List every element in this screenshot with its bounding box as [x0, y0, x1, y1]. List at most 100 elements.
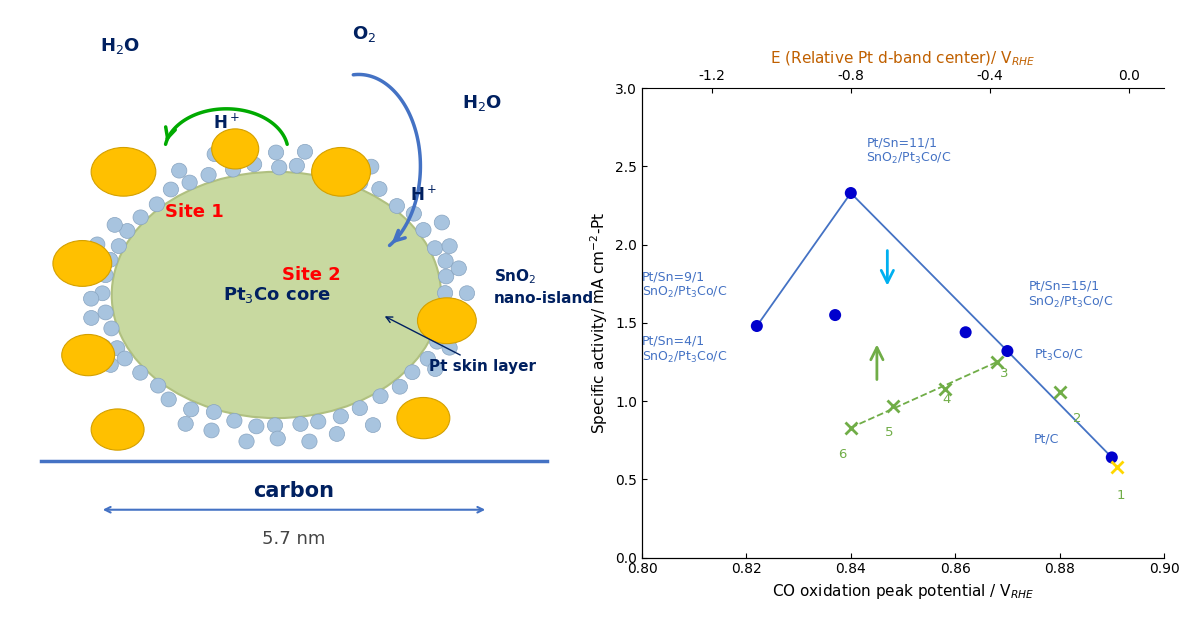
Circle shape: [289, 158, 305, 173]
Text: 6: 6: [838, 448, 846, 461]
Circle shape: [118, 351, 132, 366]
Circle shape: [182, 175, 197, 190]
Circle shape: [373, 389, 388, 404]
Circle shape: [271, 160, 287, 175]
Circle shape: [450, 312, 466, 328]
Circle shape: [365, 418, 380, 433]
Text: Pt/Sn=4/1
SnO$_2$/Pt$_3$Co/C: Pt/Sn=4/1 SnO$_2$/Pt$_3$Co/C: [642, 335, 727, 365]
Circle shape: [112, 239, 126, 253]
Circle shape: [364, 159, 379, 174]
Ellipse shape: [91, 147, 156, 196]
Text: H$^+$: H$^+$: [212, 113, 240, 133]
Text: 3: 3: [1000, 367, 1008, 380]
Circle shape: [226, 162, 241, 177]
Circle shape: [389, 198, 404, 214]
Circle shape: [227, 413, 242, 428]
Point: [997, 346, 1016, 356]
Point: [748, 321, 767, 331]
Text: Pt$_3$Co/C: Pt$_3$Co/C: [1033, 348, 1082, 363]
Ellipse shape: [312, 147, 371, 196]
Text: 4: 4: [942, 393, 950, 406]
Point: [826, 310, 845, 320]
Point: [841, 188, 860, 198]
Text: Pt$_3$Co core: Pt$_3$Co core: [222, 285, 330, 305]
Text: 2: 2: [1073, 412, 1081, 425]
Circle shape: [451, 261, 467, 276]
Circle shape: [438, 269, 454, 284]
Circle shape: [200, 168, 216, 182]
Circle shape: [96, 340, 112, 354]
Circle shape: [84, 311, 98, 325]
Text: H$^+$: H$^+$: [410, 185, 437, 204]
Circle shape: [427, 241, 443, 256]
Text: Pt/C: Pt/C: [1033, 432, 1058, 445]
Text: SnO$_2$
nano-island: SnO$_2$ nano-island: [494, 267, 594, 306]
Circle shape: [406, 206, 421, 221]
Circle shape: [268, 418, 283, 433]
Circle shape: [102, 253, 118, 267]
Circle shape: [270, 431, 286, 446]
Circle shape: [430, 335, 445, 349]
Circle shape: [442, 239, 457, 254]
Circle shape: [427, 362, 443, 377]
Text: carbon: carbon: [253, 481, 335, 501]
Text: Site 2: Site 2: [282, 266, 341, 284]
Text: Pt/Sn=9/1
SnO$_2$/Pt$_3$Co/C: Pt/Sn=9/1 SnO$_2$/Pt$_3$Co/C: [642, 270, 727, 301]
Circle shape: [293, 416, 308, 432]
Circle shape: [172, 163, 187, 178]
Circle shape: [184, 402, 199, 417]
Ellipse shape: [53, 241, 112, 287]
Text: O$_2$: O$_2$: [353, 25, 377, 44]
Circle shape: [337, 171, 353, 186]
Circle shape: [104, 321, 119, 336]
Circle shape: [206, 404, 222, 420]
Ellipse shape: [112, 172, 442, 418]
Circle shape: [353, 401, 367, 416]
Circle shape: [246, 157, 262, 172]
Circle shape: [460, 286, 475, 301]
Circle shape: [80, 260, 96, 275]
Y-axis label: Specific activity/ mA cm$^{-2}$-Pt: Specific activity/ mA cm$^{-2}$-Pt: [588, 212, 610, 434]
Text: Pt/Sn=15/1
SnO$_2$/Pt$_3$Co/C: Pt/Sn=15/1 SnO$_2$/Pt$_3$Co/C: [1028, 280, 1114, 310]
Circle shape: [133, 210, 149, 225]
Circle shape: [109, 341, 125, 355]
Circle shape: [329, 427, 344, 442]
Ellipse shape: [211, 129, 259, 169]
Point: [956, 327, 976, 337]
Circle shape: [301, 434, 317, 449]
Circle shape: [334, 409, 348, 424]
Circle shape: [314, 159, 329, 174]
Text: Site 1: Site 1: [164, 203, 223, 221]
Ellipse shape: [418, 298, 476, 343]
Circle shape: [415, 222, 431, 238]
Text: 5: 5: [884, 426, 893, 439]
Text: 1: 1: [1117, 489, 1126, 501]
Circle shape: [372, 181, 388, 197]
Circle shape: [84, 291, 98, 306]
Circle shape: [161, 392, 176, 407]
Circle shape: [392, 379, 408, 394]
Circle shape: [103, 357, 119, 372]
Circle shape: [434, 215, 450, 230]
X-axis label: E (Relative Pt d-band center)/ V$_{RHE}$: E (Relative Pt d-band center)/ V$_{RHE}$: [770, 50, 1036, 69]
Circle shape: [107, 217, 122, 232]
Circle shape: [120, 224, 134, 238]
Circle shape: [431, 319, 446, 333]
Circle shape: [98, 305, 113, 320]
Text: Pt/Sn=11/1
SnO$_2$/Pt$_3$Co/C: Pt/Sn=11/1 SnO$_2$/Pt$_3$Co/C: [866, 136, 952, 166]
Circle shape: [204, 423, 220, 438]
Text: H$_2$O: H$_2$O: [462, 93, 503, 113]
Circle shape: [269, 145, 283, 160]
X-axis label: CO oxidation peak potential / V$_{RHE}$: CO oxidation peak potential / V$_{RHE}$: [772, 582, 1034, 601]
Circle shape: [150, 378, 166, 393]
Circle shape: [178, 416, 193, 432]
Circle shape: [404, 365, 420, 380]
Circle shape: [438, 254, 454, 268]
Circle shape: [90, 237, 104, 252]
Circle shape: [95, 286, 110, 301]
Circle shape: [149, 197, 164, 212]
Circle shape: [248, 419, 264, 434]
Circle shape: [236, 143, 252, 158]
Text: H$_2$O: H$_2$O: [101, 36, 140, 56]
Circle shape: [98, 268, 113, 283]
